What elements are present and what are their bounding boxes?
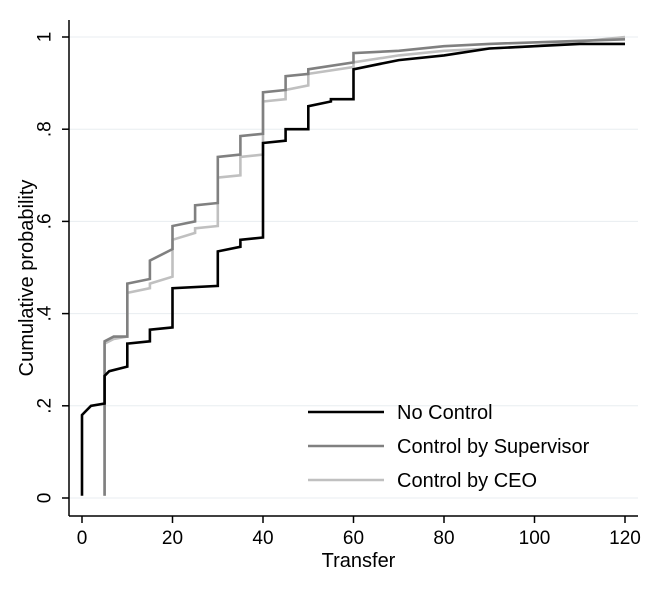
x-tick-label: 80 <box>433 528 454 549</box>
series-line-1 <box>103 38 626 496</box>
gridlines <box>69 36 638 499</box>
x-tick-label: 20 <box>162 528 183 549</box>
x-tick-label: 0 <box>77 528 88 549</box>
x-tick-label: 40 <box>252 528 273 549</box>
legend-label-2: Control by CEO <box>397 470 537 492</box>
series-line-0 <box>80 42 625 496</box>
x-tick-label: 100 <box>519 528 551 549</box>
ticks: 0 .2 .4 .6 .8 1 0 20 40 60 80 100 120 <box>35 32 641 549</box>
y-tick-label: .2 <box>35 398 56 414</box>
y-tick-label: .4 <box>35 305 56 321</box>
x-tick-label: 120 <box>609 528 641 549</box>
y-tick-label: .8 <box>35 121 56 137</box>
y-tick-label: .6 <box>35 213 56 229</box>
series-lines <box>80 35 626 496</box>
y-axis-title: Cumulative probability <box>16 180 38 377</box>
x-tick-label: 60 <box>343 528 364 549</box>
legend: No Control Control by Supervisor Control b… <box>308 402 590 492</box>
legend-label-0: No Control <box>397 402 493 424</box>
y-tick-label: 0 <box>35 493 56 504</box>
y-tick-label: 1 <box>35 32 56 43</box>
x-axis-title: Transfer <box>322 550 396 572</box>
series-line-2 <box>103 35 626 496</box>
legend-label-1: Control by Supervisor <box>397 436 590 458</box>
